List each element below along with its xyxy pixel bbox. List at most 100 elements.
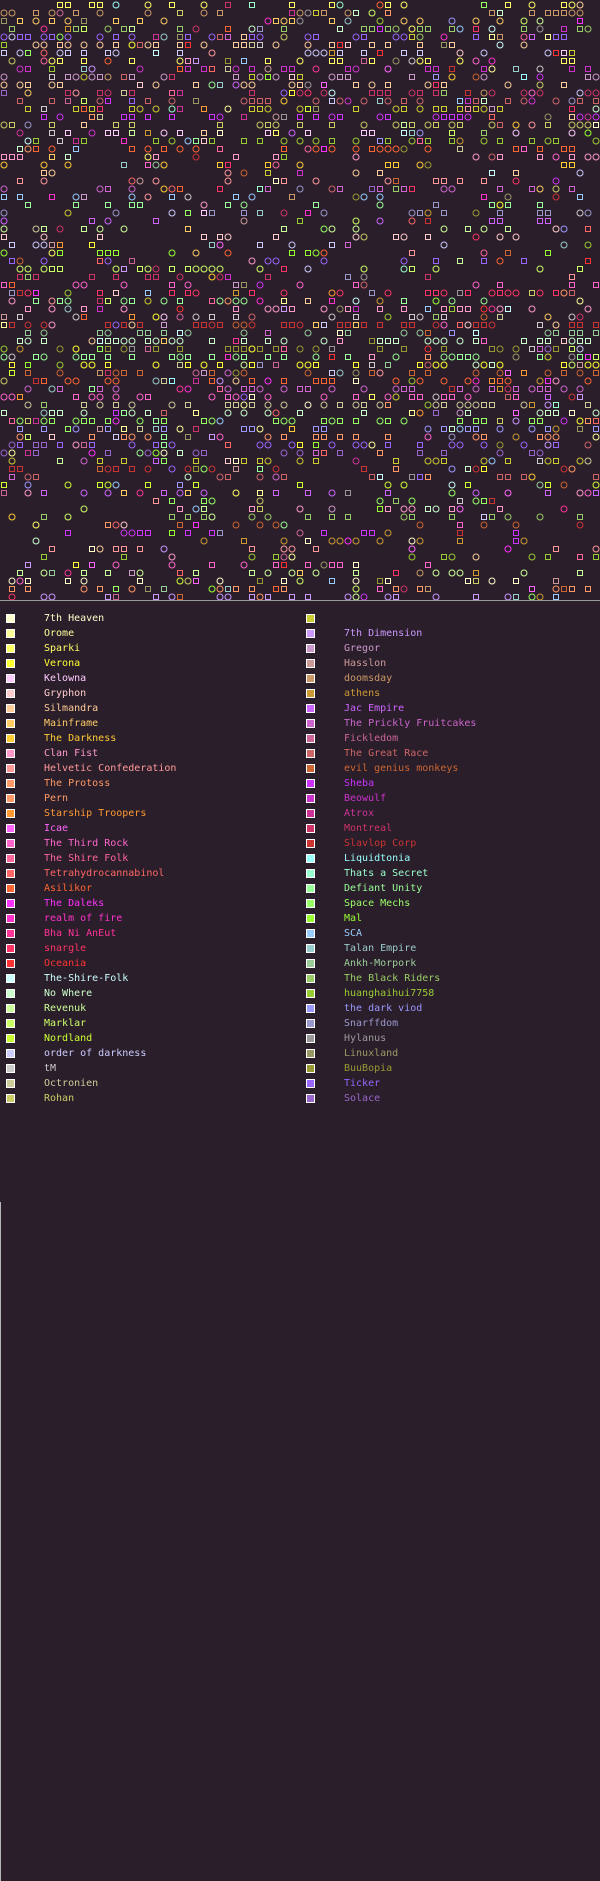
planet-square-marker[interactable]	[249, 74, 255, 80]
planet-square-marker[interactable]	[113, 42, 119, 48]
planet-circle-marker[interactable]	[56, 369, 64, 377]
planet-square-marker[interactable]	[113, 274, 119, 280]
planet-circle-marker[interactable]	[152, 105, 160, 113]
planet-square-marker[interactable]	[25, 362, 31, 368]
planet-square-marker[interactable]	[265, 186, 271, 192]
planet-circle-marker[interactable]	[120, 281, 128, 289]
planet-square-marker[interactable]	[513, 394, 519, 400]
planet-square-marker[interactable]	[257, 186, 263, 192]
planet-circle-marker[interactable]	[352, 577, 360, 585]
planet-circle-marker[interactable]	[264, 433, 272, 441]
planet-circle-marker[interactable]	[408, 217, 416, 225]
planet-square-marker[interactable]	[257, 346, 263, 352]
planet-square-marker[interactable]	[409, 74, 415, 80]
planet-circle-marker[interactable]	[400, 265, 408, 273]
planet-circle-marker[interactable]	[536, 481, 544, 489]
planet-circle-marker[interactable]	[104, 489, 112, 497]
planet-circle-marker[interactable]	[112, 1, 120, 9]
planet-circle-marker[interactable]	[504, 545, 512, 553]
planet-circle-marker[interactable]	[24, 289, 32, 297]
planet-square-marker[interactable]	[225, 458, 231, 464]
planet-circle-marker[interactable]	[0, 9, 8, 17]
planet-square-marker[interactable]	[201, 106, 207, 112]
planet-circle-marker[interactable]	[136, 417, 144, 425]
planet-circle-marker[interactable]	[224, 385, 232, 393]
planet-square-marker[interactable]	[97, 466, 103, 472]
planet-circle-marker[interactable]	[144, 153, 152, 161]
planet-square-marker[interactable]	[449, 114, 455, 120]
planet-circle-marker[interactable]	[96, 393, 104, 401]
planet-square-marker[interactable]	[369, 146, 375, 152]
planet-circle-marker[interactable]	[256, 425, 264, 433]
planet-square-marker[interactable]	[81, 106, 87, 112]
planet-circle-marker[interactable]	[304, 41, 312, 49]
planet-square-marker[interactable]	[217, 162, 223, 168]
planet-square-marker[interactable]	[337, 42, 343, 48]
planet-circle-marker[interactable]	[144, 465, 152, 473]
planet-circle-marker[interactable]	[80, 577, 88, 585]
planet-square-marker[interactable]	[33, 146, 39, 152]
planet-square-marker[interactable]	[57, 250, 63, 256]
planet-circle-marker[interactable]	[408, 209, 416, 217]
planet-square-marker[interactable]	[385, 418, 391, 424]
planet-circle-marker[interactable]	[128, 337, 136, 345]
planet-circle-marker[interactable]	[248, 193, 256, 201]
planet-circle-marker[interactable]	[144, 1, 152, 9]
planet-square-marker[interactable]	[249, 378, 255, 384]
planet-circle-marker[interactable]	[360, 593, 368, 600]
planet-circle-marker[interactable]	[400, 145, 408, 153]
planet-square-marker[interactable]	[241, 138, 247, 144]
planet-square-marker[interactable]	[369, 58, 375, 64]
planet-circle-marker[interactable]	[32, 537, 40, 545]
planet-circle-marker[interactable]	[0, 185, 8, 193]
planet-square-marker[interactable]	[313, 434, 319, 440]
planet-circle-marker[interactable]	[256, 281, 264, 289]
planet-square-marker[interactable]	[401, 306, 407, 312]
planet-circle-marker[interactable]	[216, 417, 224, 425]
planet-square-marker[interactable]	[1, 234, 7, 240]
planet-circle-marker[interactable]	[536, 185, 544, 193]
planet-square-marker[interactable]	[577, 570, 583, 576]
planet-square-marker[interactable]	[497, 290, 503, 296]
planet-square-marker[interactable]	[9, 242, 15, 248]
planet-square-marker[interactable]	[441, 82, 447, 88]
planet-square-marker[interactable]	[281, 434, 287, 440]
planet-circle-marker[interactable]	[280, 537, 288, 545]
planet-circle-marker[interactable]	[128, 41, 136, 49]
planet-circle-marker[interactable]	[120, 521, 128, 529]
planet-square-marker[interactable]	[497, 122, 503, 128]
planet-square-marker[interactable]	[49, 34, 55, 40]
planet-square-marker[interactable]	[25, 66, 31, 72]
planet-square-marker[interactable]	[1, 90, 7, 96]
planet-square-marker[interactable]	[257, 466, 263, 472]
planet-circle-marker[interactable]	[536, 449, 544, 457]
planet-circle-marker[interactable]	[80, 457, 88, 465]
planet-square-marker[interactable]	[129, 98, 135, 104]
planet-square-marker[interactable]	[145, 394, 151, 400]
planet-square-marker[interactable]	[153, 34, 159, 40]
planet-circle-marker[interactable]	[128, 441, 136, 449]
planet-circle-marker[interactable]	[480, 137, 488, 145]
planet-square-marker[interactable]	[265, 58, 271, 64]
planet-circle-marker[interactable]	[328, 489, 336, 497]
planet-square-marker[interactable]	[369, 394, 375, 400]
planet-circle-marker[interactable]	[248, 345, 256, 353]
planet-square-marker[interactable]	[441, 458, 447, 464]
planet-square-marker[interactable]	[321, 418, 327, 424]
planet-square-marker[interactable]	[217, 386, 223, 392]
planet-square-marker[interactable]	[353, 306, 359, 312]
planet-circle-marker[interactable]	[384, 481, 392, 489]
planet-circle-marker[interactable]	[472, 465, 480, 473]
planet-circle-marker[interactable]	[64, 209, 72, 217]
planet-circle-marker[interactable]	[280, 337, 288, 345]
planet-square-marker[interactable]	[449, 514, 455, 520]
planet-circle-marker[interactable]	[24, 265, 32, 273]
planet-square-marker[interactable]	[401, 106, 407, 112]
planet-circle-marker[interactable]	[536, 89, 544, 97]
planet-circle-marker[interactable]	[408, 553, 416, 561]
planet-square-marker[interactable]	[561, 10, 567, 16]
planet-square-marker[interactable]	[9, 122, 15, 128]
planet-circle-marker[interactable]	[592, 113, 600, 121]
planet-circle-marker[interactable]	[160, 161, 168, 169]
planet-square-marker[interactable]	[441, 210, 447, 216]
